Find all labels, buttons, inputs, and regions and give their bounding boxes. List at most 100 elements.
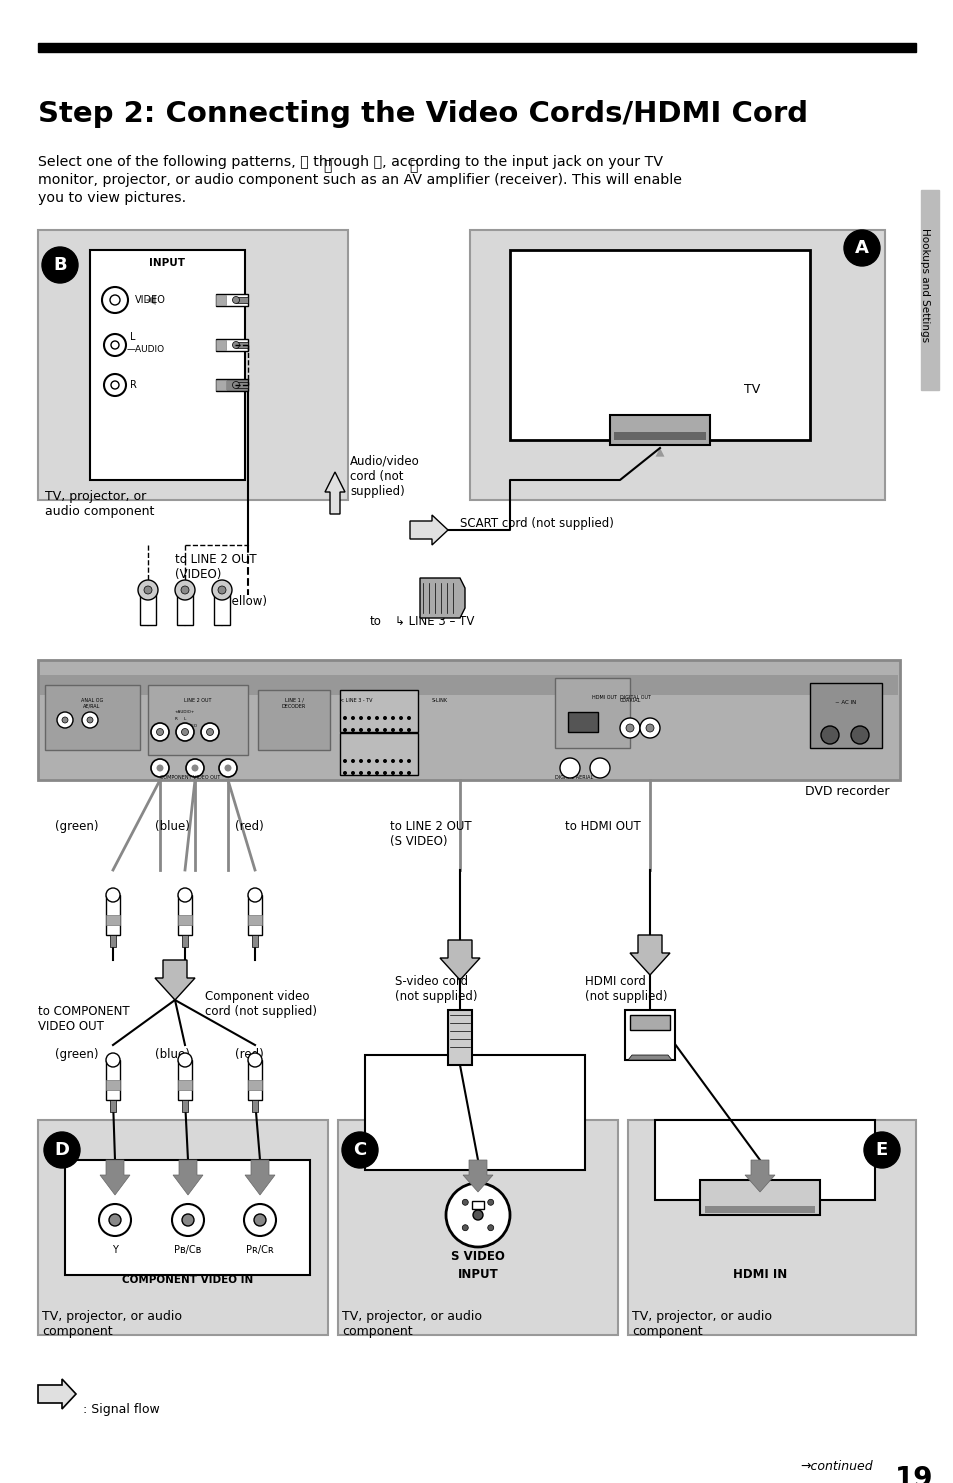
Text: (green): (green) [55, 1048, 98, 1060]
Text: HDMI IN: HDMI IN [732, 1268, 786, 1281]
Text: Pʀ/Cʀ: Pʀ/Cʀ [246, 1246, 274, 1255]
Bar [365, 1054, 584, 1170]
Bar [65, 1160, 310, 1275]
Bar [182, 1100, 188, 1112]
Text: TV, projector, or audio
component: TV, projector, or audio component [341, 1309, 481, 1338]
Circle shape [382, 728, 387, 733]
Circle shape [391, 728, 395, 733]
Bar [614, 432, 705, 440]
Circle shape [358, 716, 363, 721]
Circle shape [619, 718, 639, 739]
Bar [38, 230, 348, 500]
Bar [213, 590, 230, 624]
Circle shape [106, 1053, 120, 1066]
Circle shape [104, 334, 126, 356]
Circle shape [358, 759, 363, 762]
Circle shape [351, 716, 355, 721]
Circle shape [111, 341, 119, 349]
Bar [257, 690, 330, 750]
Circle shape [367, 771, 371, 776]
Bar [90, 251, 245, 480]
Circle shape [62, 716, 68, 724]
Text: HDMI OUT  DIGITAL OUT: HDMI OUT DIGITAL OUT [592, 696, 650, 700]
Circle shape [398, 728, 402, 733]
Circle shape [178, 1053, 192, 1066]
Text: E: E [875, 1140, 887, 1160]
Circle shape [44, 1132, 80, 1169]
Circle shape [106, 888, 120, 902]
Polygon shape [462, 1160, 493, 1192]
Bar [567, 712, 598, 733]
Bar [45, 685, 140, 750]
Circle shape [82, 712, 98, 728]
Circle shape [111, 381, 119, 389]
Text: (blue): (blue) [154, 820, 190, 833]
Text: to: to [370, 615, 381, 627]
Bar [106, 1060, 120, 1100]
Bar [248, 1080, 262, 1090]
Bar [555, 678, 629, 747]
Bar [110, 934, 116, 948]
Circle shape [343, 716, 347, 721]
Circle shape [186, 759, 204, 777]
Text: (red): (red) [234, 1048, 263, 1060]
Circle shape [625, 724, 634, 733]
Circle shape [351, 771, 355, 776]
Text: VIDEO: VIDEO [185, 724, 198, 728]
Circle shape [821, 727, 838, 744]
Bar [248, 896, 262, 934]
Circle shape [156, 728, 163, 736]
Circle shape [201, 724, 219, 742]
Circle shape [172, 1204, 204, 1235]
Text: DVD recorder: DVD recorder [804, 785, 889, 798]
Text: to LINE 2 OUT
(VIDEO): to LINE 2 OUT (VIDEO) [174, 553, 256, 581]
Circle shape [382, 716, 387, 721]
Circle shape [375, 771, 378, 776]
Bar [609, 415, 709, 445]
Circle shape [487, 1225, 494, 1231]
Text: ~ AC IN: ~ AC IN [835, 700, 856, 704]
Bar [339, 690, 417, 733]
Circle shape [174, 580, 194, 601]
Circle shape [375, 759, 378, 762]
Text: LINE 2 OUT: LINE 2 OUT [184, 698, 212, 703]
Bar [252, 934, 257, 948]
Bar [248, 915, 262, 925]
Circle shape [42, 248, 78, 283]
Bar [215, 295, 226, 305]
Polygon shape [629, 934, 669, 974]
Text: (yellow): (yellow) [220, 595, 267, 608]
Circle shape [367, 728, 371, 733]
Bar [38, 1120, 328, 1335]
Circle shape [398, 759, 402, 762]
Bar [337, 1120, 618, 1335]
Text: TV, projector, or audio
component: TV, projector, or audio component [631, 1309, 771, 1338]
Circle shape [473, 1210, 482, 1221]
Circle shape [178, 888, 192, 902]
Circle shape [589, 758, 609, 779]
Circle shape [253, 1215, 266, 1226]
Circle shape [398, 716, 402, 721]
Circle shape [110, 295, 120, 305]
Bar [215, 294, 248, 305]
Text: Y: Y [112, 1246, 118, 1255]
Polygon shape [245, 1160, 274, 1195]
Circle shape [850, 727, 868, 744]
Bar [339, 733, 417, 776]
Text: COAXIAL: COAXIAL [619, 698, 640, 703]
Text: INPUT: INPUT [149, 258, 185, 268]
Text: to HDMI OUT: to HDMI OUT [564, 820, 640, 833]
Circle shape [375, 716, 378, 721]
Polygon shape [172, 1160, 203, 1195]
Bar [140, 590, 156, 624]
Circle shape [391, 771, 395, 776]
Circle shape [206, 728, 213, 736]
Bar [178, 915, 192, 925]
Circle shape [182, 1215, 193, 1226]
Text: monitor, projector, or audio component such as an AV amplifier (receiver). This : monitor, projector, or audio component s… [38, 174, 681, 187]
Bar [215, 380, 248, 392]
Polygon shape [325, 472, 345, 515]
Text: ↳ LINE 3 – TV: ↳ LINE 3 – TV [395, 615, 474, 627]
Circle shape [181, 586, 189, 595]
Text: S-LINK: S-LINK [432, 698, 448, 703]
